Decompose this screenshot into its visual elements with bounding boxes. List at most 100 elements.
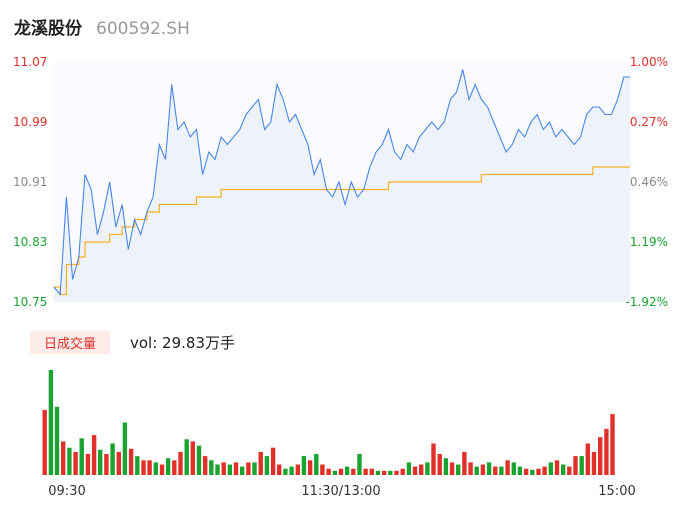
price-line: [53, 69, 630, 296]
volume-bar: [443, 458, 449, 475]
volume-bar: [221, 462, 226, 475]
price-tick-label: 10.75: [13, 295, 47, 309]
volume-bar: [110, 443, 115, 475]
volume-bar: [604, 428, 609, 475]
volume-bar: [394, 470, 399, 475]
volume-bar: [270, 447, 276, 475]
volume-bar: [61, 441, 66, 475]
volume-bar: [98, 449, 103, 475]
price-area: [54, 69, 630, 302]
pct-tick-label: 0.27%: [630, 115, 668, 129]
volume-bar: [252, 462, 257, 475]
volume-bar: [320, 464, 325, 475]
volume-bar: [499, 466, 504, 475]
volume-bar: [147, 460, 152, 475]
volume-bar: [530, 469, 535, 476]
volume-bar: [468, 462, 473, 475]
volume-bar: [48, 370, 54, 475]
volume-bar: [307, 460, 313, 475]
volume-bar: [493, 466, 498, 475]
volume-bar: [523, 468, 529, 475]
time-tick-label: 11:30/13:00: [301, 484, 380, 499]
volume-bar: [215, 464, 220, 475]
price-tick-label: 10.91: [13, 175, 47, 189]
volume-bar: [517, 466, 523, 475]
volume-bar: [301, 456, 307, 475]
volume-tag: 日成交量: [30, 331, 110, 354]
average-price-line: [54, 166, 630, 296]
volume-bar: [104, 454, 109, 475]
volume-bar: [289, 466, 294, 475]
volume-bar: [382, 470, 387, 475]
volume-bar: [536, 468, 541, 475]
volume-bar: [116, 451, 121, 475]
volume-bar: [159, 464, 165, 475]
price-tick-label: 10.99: [13, 115, 47, 129]
volume-bar: [579, 456, 584, 475]
volume-bar: [375, 470, 381, 475]
volume-bar: [209, 460, 214, 475]
volume-bar: [184, 439, 189, 475]
volume-bar: [67, 447, 72, 475]
volume-bar: [277, 464, 282, 475]
volume-bar: [400, 468, 405, 475]
volume-bar: [91, 435, 97, 475]
price-tick-label: 10.83: [13, 235, 47, 249]
volume-bar: [240, 466, 245, 475]
volume-bar: [227, 464, 233, 475]
volume-bar: [431, 443, 436, 475]
volume-bar: [344, 466, 350, 475]
volume-bar: [456, 464, 461, 475]
volume-bar: [332, 470, 337, 475]
price-tick-label: 11.07: [13, 55, 47, 69]
volume-bar: [122, 422, 128, 475]
volume-bar: [449, 462, 455, 475]
volume-bar: [406, 462, 412, 475]
volume-bar: [338, 468, 344, 475]
volume-bar: [585, 443, 590, 475]
volume-bar: [258, 451, 263, 475]
volume-bar: [351, 468, 356, 475]
volume-bar: [165, 458, 171, 475]
volume-bar: [437, 454, 442, 475]
volume-bar: [412, 466, 418, 475]
volume-bar: [548, 462, 553, 475]
time-tick-label: 09:30: [48, 484, 85, 499]
volume-bar: [54, 406, 60, 476]
volume-bar: [369, 468, 374, 475]
volume-bar: [128, 448, 134, 476]
volume-bar: [196, 445, 202, 475]
volume-bar: [73, 451, 78, 475]
volume-bar: [480, 464, 486, 475]
volume-bar: [172, 460, 177, 475]
volume-bar: [573, 456, 578, 475]
volume-bar: [598, 437, 603, 475]
pct-tick-label: -1.92%: [626, 295, 668, 309]
volume-bar: [79, 438, 84, 476]
volume-bar: [591, 451, 597, 475]
volume-bar: [419, 464, 424, 475]
volume-bar: [474, 466, 479, 475]
volume-bar: [505, 460, 510, 475]
volume-bar: [357, 454, 362, 475]
pct-tick-label: 1.00%: [630, 55, 668, 69]
volume-bar: [178, 451, 183, 475]
stock-code: 600592.SH: [96, 19, 190, 39]
volume-bar: [511, 462, 516, 475]
volume-bar: [153, 462, 158, 475]
pct-tick-label: -1.19%: [626, 235, 668, 249]
volume-bar: [283, 468, 288, 475]
chart-header: 龙溪股份 600592.SH: [14, 14, 190, 39]
volume-bar: [246, 462, 251, 475]
volume-bar: [462, 451, 467, 475]
volume-bar: [233, 462, 239, 475]
volume-bar: [314, 454, 319, 475]
volume-bar: [486, 462, 492, 475]
volume-bar: [610, 414, 615, 475]
volume-readout: vol: 29.83万手: [130, 334, 235, 352]
volume-bar: [42, 409, 47, 475]
volume-bar: [561, 464, 566, 475]
time-tick-label: 15:00: [598, 484, 635, 499]
volume-bar: [388, 470, 393, 475]
volume-bar: [85, 454, 91, 475]
